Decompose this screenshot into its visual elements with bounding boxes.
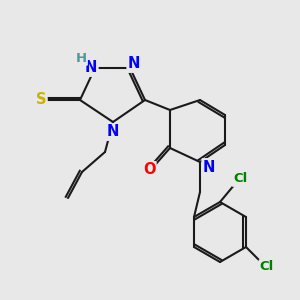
Text: N: N (128, 56, 140, 71)
Text: S: S (36, 92, 46, 107)
Text: N: N (203, 160, 215, 175)
Text: O: O (143, 163, 155, 178)
Text: N: N (85, 61, 97, 76)
Text: Cl: Cl (260, 260, 274, 274)
Text: H: H (75, 52, 87, 64)
Text: Cl: Cl (233, 172, 247, 185)
Text: N: N (107, 124, 119, 140)
